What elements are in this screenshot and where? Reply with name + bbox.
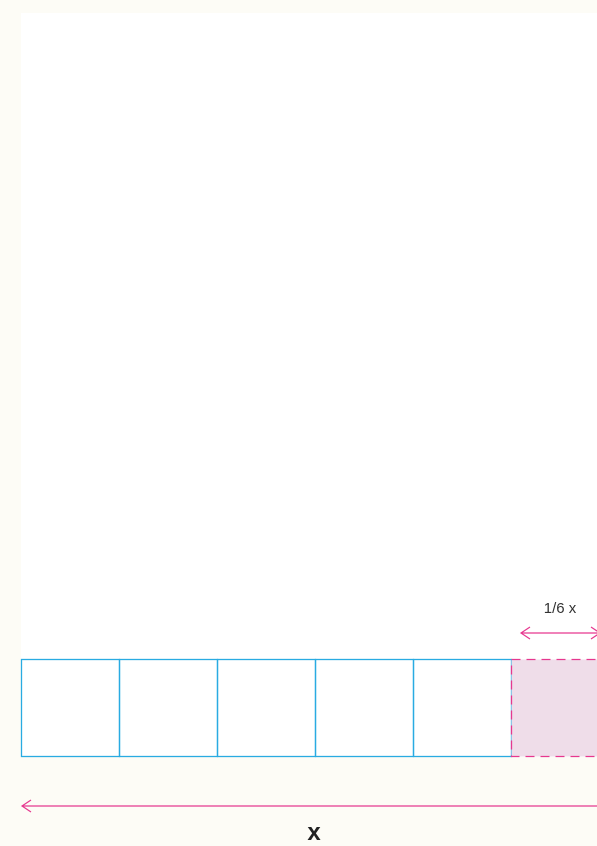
arrow-head [519,626,531,640]
total-label: x [307,819,321,846]
arrow-head [20,799,32,813]
arrow-head [590,626,597,640]
fraction-arrow [519,626,597,640]
column-boxes [20,658,513,758]
highlight-box [510,658,597,758]
fraction-label: 1/6 x [544,600,577,617]
total-arrow [20,799,597,813]
sheet [21,13,597,757]
